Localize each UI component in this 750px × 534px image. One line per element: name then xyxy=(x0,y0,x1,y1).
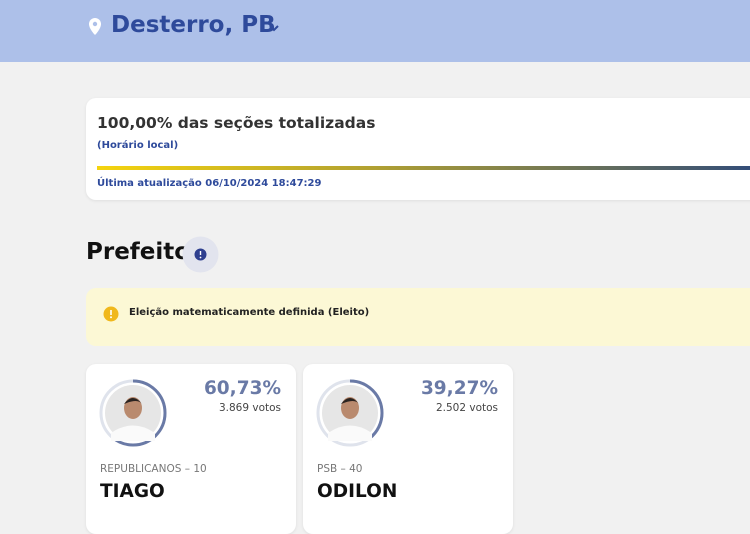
notice: Eleição matematicamente definida (Eleito… xyxy=(86,288,750,346)
candidate-name: TIAGO xyxy=(100,481,165,502)
location[interactable]: Desterro, PB xyxy=(111,12,276,38)
warning-icon xyxy=(103,306,119,322)
vote-ring xyxy=(316,379,384,447)
vote-count: 2.502 votos xyxy=(435,402,498,414)
candidate-card[interactable]: 60,73% 3.869 votos REPUBLICANOS – 10 TIAGO xyxy=(86,364,296,534)
vote-ring xyxy=(99,379,167,447)
header: Desterro, PB xyxy=(0,0,750,62)
party: PSB – 40 xyxy=(317,463,363,475)
pin-icon xyxy=(89,18,101,35)
vote-count: 3.869 votos xyxy=(218,402,281,414)
vote-percent: 60,73% xyxy=(203,378,281,399)
notice-text: Eleição matematicamente definida (Eleito… xyxy=(129,307,370,318)
progress-bar xyxy=(97,166,750,170)
vote-percent: 39,27% xyxy=(420,378,498,399)
chevron[interactable] xyxy=(268,24,280,32)
section-title: Prefeito xyxy=(86,239,191,265)
candidate-card[interactable]: 39,27% 2.502 votos PSB – 40 ODILON xyxy=(303,364,513,534)
party: REPUBLICANOS – 10 xyxy=(100,463,207,475)
candidate-photo xyxy=(316,379,384,447)
status-title: 100,00% das seções totalizadas xyxy=(97,114,376,132)
candidate-photo xyxy=(99,379,167,447)
status-card: 100,00% das seções totalizadas (Horário … xyxy=(86,98,750,200)
candidate-name: ODILON xyxy=(317,481,398,502)
status-subtitle: (Horário local) xyxy=(97,140,179,151)
info-button[interactable] xyxy=(182,236,219,273)
last-update: Última atualização 06/10/2024 18:47:29 xyxy=(97,178,322,189)
